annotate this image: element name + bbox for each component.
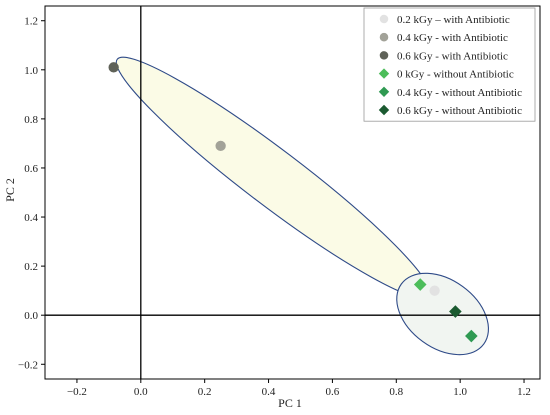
y-tick-label: 1.0 xyxy=(24,65,38,77)
y-tick-label: 0.2 xyxy=(24,261,38,273)
y-tick-label: 0.0 xyxy=(24,310,38,322)
group-ellipse-2 xyxy=(396,272,489,356)
x-tick-label: −0.2 xyxy=(67,386,87,398)
x-tick-label: 0.6 xyxy=(326,386,340,398)
legend-label: 0.2 kGy – with Antibiotic xyxy=(397,14,510,26)
data-points xyxy=(108,62,478,343)
y-tick-label: −0.2 xyxy=(18,359,38,371)
x-tick-label: 1.2 xyxy=(517,386,531,398)
legend-marker xyxy=(378,68,390,79)
y-axis-title: PC 2 xyxy=(3,178,17,202)
legend-box xyxy=(363,7,536,122)
legend-label: 0.4 kGy - without Antibiotic xyxy=(397,87,522,99)
data-point-series-4-1 xyxy=(413,278,427,291)
legend-label: 0 kGy - without Antibiotic xyxy=(397,69,514,81)
legend-marker xyxy=(379,14,389,24)
axis-ticks: −0.2 0.0 0.2 0.4 0.6 0.8 1.0 1.2 −0.2 0.0 0.2 0.4 0.… xyxy=(18,16,531,398)
legend-marker xyxy=(379,32,389,42)
data-point-series-6-1 xyxy=(449,305,462,318)
data-point-series-2-1 xyxy=(215,140,226,152)
x-tick-label: 0.0 xyxy=(134,386,148,398)
legend-marker xyxy=(378,104,390,116)
data-point-series-3-1 xyxy=(108,62,119,73)
plot-border xyxy=(44,5,541,380)
y-tick-label: 0.8 xyxy=(24,114,38,126)
x-tick-label: 1.0 xyxy=(453,386,467,398)
x-tick-label: 0.8 xyxy=(389,386,403,398)
x-axis-title: PC 1 xyxy=(278,396,302,410)
legend: 0.2 kGy – with Antibiotic 0.4 kGy - with … xyxy=(363,7,536,122)
legend-marker xyxy=(379,51,389,60)
x-tick-label: 0.2 xyxy=(198,386,212,398)
y-tick-label: 1.2 xyxy=(24,16,38,28)
legend-marker xyxy=(378,86,390,97)
data-point-series-1-1 xyxy=(429,285,440,296)
legend-label: 0.4 kGy - with Antibiotic xyxy=(397,32,508,44)
group-ellipses xyxy=(115,56,489,356)
y-tick-label: 0.6 xyxy=(24,163,38,175)
plot-frame xyxy=(44,5,541,380)
data-point-series-5-1 xyxy=(465,329,478,343)
x-tick-label: 0.4 xyxy=(262,386,276,398)
legend-label: 0.6 kGy - with Antibiotic xyxy=(397,50,508,62)
legend-label: 0.6 kGy - without Antibiotic xyxy=(397,105,522,117)
y-tick-label: 0.4 xyxy=(24,212,38,224)
